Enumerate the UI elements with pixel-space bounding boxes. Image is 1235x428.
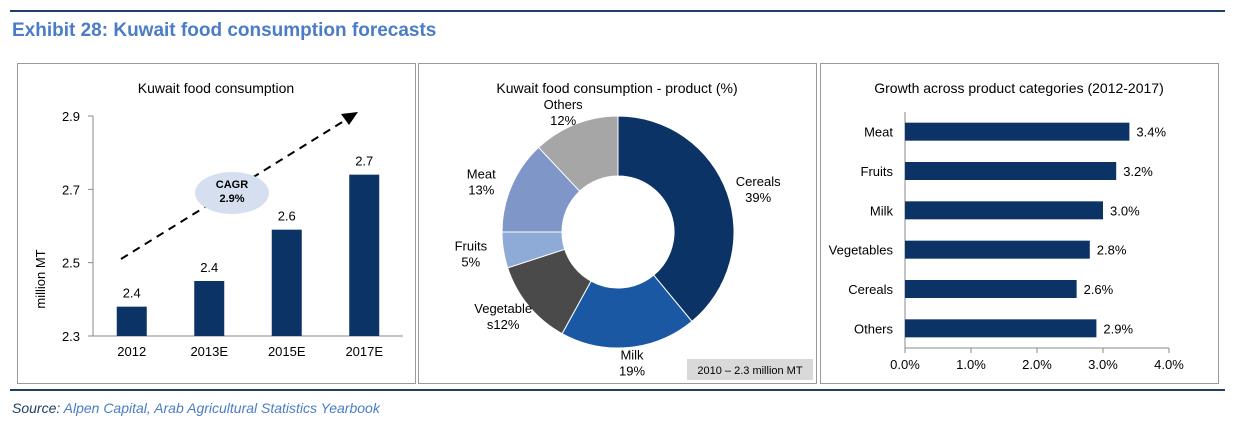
exhibit-title: Exhibit 28: Kuwait food consumption fore… — [12, 20, 437, 41]
top-rule — [10, 10, 1225, 12]
bar — [349, 174, 380, 336]
x-tick-label: 2017E — [345, 344, 383, 359]
x-tick-label: 2013E — [190, 344, 228, 359]
y-tick-label: 2.5 — [62, 256, 80, 271]
product-share-donut-chart: Kuwait food consumption - product (%) Ce… — [455, 80, 813, 380]
source-text: Alpen Capital, Arab Agricultural Statist… — [63, 400, 380, 416]
slice-value-label: 19% — [619, 363, 645, 378]
bar — [116, 306, 147, 336]
bar-value-label: 3.2% — [1123, 164, 1153, 179]
source-note: Source: Alpen Capital, Arab Agricultural… — [12, 400, 380, 416]
chart-title: Kuwait food consumption — [138, 80, 294, 96]
category-label: Milk — [870, 203, 894, 218]
growth-bar-chart: Growth across product categories (2012-2… — [829, 80, 1185, 372]
donut-slice — [617, 115, 735, 323]
cagr-ellipse — [195, 172, 269, 214]
bar — [905, 201, 1103, 220]
bar — [905, 319, 1097, 338]
x-tick-label: 3.0% — [1088, 357, 1118, 372]
slice-label: Vegetable — [474, 301, 532, 316]
bottom-rule — [10, 389, 1225, 391]
x-tick-label: 2015E — [268, 344, 306, 359]
y-tick-label: 2.3 — [62, 329, 80, 344]
slice-value-label: 39% — [745, 190, 771, 205]
cagr-label: CAGR — [216, 179, 248, 191]
slice-label: Milk — [620, 347, 644, 362]
bar-value-label: 2.4 — [123, 286, 141, 301]
bar — [905, 280, 1077, 298]
bar — [271, 229, 302, 336]
y-tick-label: 2.7 — [62, 182, 80, 197]
total-note: 2010 – 2.3 million MT — [697, 365, 802, 377]
chart-title: Kuwait food consumption - product (%) — [496, 80, 737, 96]
bar-value-label: 2.6 — [278, 209, 296, 224]
consumption-chart-panel: Kuwait food consumption million MT 2.3 2.… — [17, 63, 416, 384]
source-label: Source: — [12, 400, 61, 416]
slice-value-label: s12% — [487, 317, 520, 332]
bar-value-label: 2.7 — [355, 154, 373, 169]
slice-value-label: 13% — [468, 182, 494, 197]
x-tick-label: 0.0% — [890, 357, 920, 372]
y-axis-label: million MT — [33, 249, 48, 308]
donut-slice — [537, 115, 619, 192]
slice-label: Fruits — [455, 238, 488, 253]
chart-title: Growth across product categories (2012-2… — [874, 80, 1163, 96]
category-label: Vegetables — [829, 243, 894, 258]
cagr-value: 2.9% — [219, 193, 244, 205]
x-tick-label: 2.0% — [1022, 357, 1052, 372]
bar-value-label: 2.8% — [1097, 243, 1127, 258]
trend-arrow-head — [341, 112, 358, 125]
slice-label: Others — [544, 97, 584, 112]
bar — [905, 122, 1130, 141]
bar-value-label: 2.4 — [200, 260, 218, 275]
x-tick-label: 1.0% — [956, 357, 986, 372]
bar — [905, 240, 1090, 259]
product-share-chart-panel: Kuwait food consumption - product (%) Ce… — [418, 63, 817, 384]
donut-slice — [561, 274, 693, 349]
category-label: Cereals — [848, 282, 893, 297]
bar — [194, 281, 225, 336]
x-tick-label: 2012 — [117, 344, 146, 359]
slice-value-label: 12% — [550, 113, 576, 128]
slice-label: Meat — [467, 166, 496, 181]
category-label: Others — [854, 321, 894, 336]
note-box — [687, 359, 813, 380]
bar-value-label: 3.4% — [1136, 125, 1166, 140]
consumption-bar-chart: Kuwait food consumption million MT 2.3 2.… — [33, 80, 403, 359]
x-tick-label: 4.0% — [1154, 357, 1184, 372]
bar-value-label: 3.0% — [1110, 203, 1140, 218]
category-label: Meat — [864, 125, 893, 140]
bar-value-label: 2.6% — [1084, 282, 1114, 297]
bar — [905, 162, 1117, 180]
slice-label: Cereals — [736, 174, 781, 189]
trend-arrow-line — [120, 115, 353, 260]
slice-value-label: 5% — [461, 254, 480, 269]
growth-chart-panel: Growth across product categories (2012-2… — [820, 63, 1219, 384]
category-label: Fruits — [861, 164, 894, 179]
y-tick-label: 2.9 — [62, 109, 80, 124]
bar-value-label: 2.9% — [1103, 321, 1133, 336]
